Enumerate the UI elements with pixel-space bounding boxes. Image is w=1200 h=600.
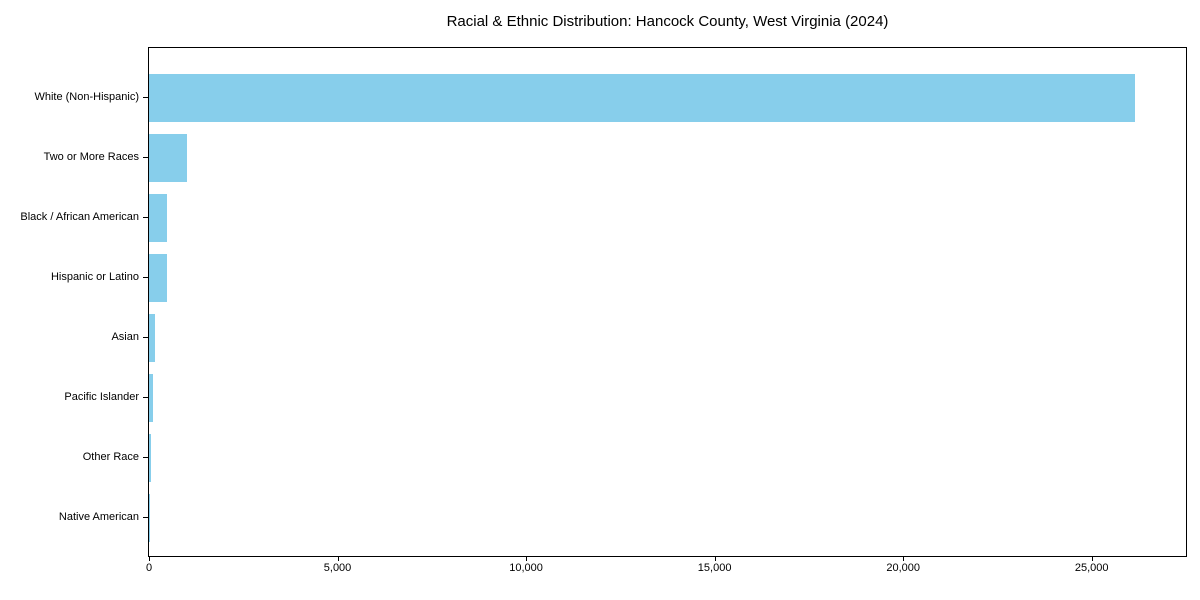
y-tick-mark — [143, 517, 148, 518]
x-tick-mark — [1091, 557, 1093, 561]
y-axis-label: Pacific Islander — [64, 391, 139, 403]
x-tick-mark — [149, 557, 150, 561]
bar — [149, 254, 168, 302]
x-tick-label: 5,000 — [323, 562, 352, 574]
plot-area — [148, 47, 1187, 557]
bar — [149, 314, 156, 362]
x-tick-label: 0 — [145, 562, 153, 574]
bar — [149, 74, 1136, 122]
y-axis-label: Black / African American — [20, 211, 139, 223]
y-tick-mark — [143, 277, 148, 278]
x-tick-label: 25,000 — [1074, 562, 1109, 574]
x-tick-mark — [714, 557, 716, 561]
y-tick-mark — [143, 217, 148, 218]
y-tick-mark — [143, 457, 148, 458]
x-tick-label: 10,000 — [509, 562, 543, 574]
bar — [149, 194, 168, 242]
y-tick-mark — [143, 337, 148, 338]
y-axis-label: Other Race — [82, 451, 139, 463]
x-tick-mark — [903, 557, 905, 561]
bar — [149, 134, 187, 182]
y-axis-label: Hispanic or Latino — [50, 271, 139, 283]
x-tick-mark — [337, 557, 339, 561]
chart-title: Racial & Ethnic Distribution: Hancock Co… — [446, 13, 889, 30]
bar — [149, 494, 150, 542]
x-tick-mark — [526, 557, 528, 561]
y-axis-label: Two or More Races — [43, 151, 139, 163]
y-tick-mark — [143, 397, 148, 398]
y-tick-mark — [143, 97, 148, 98]
y-axis-label: White (Non-Hispanic) — [34, 91, 139, 103]
x-tick-label: 20,000 — [886, 562, 920, 574]
bar — [149, 374, 154, 422]
bar — [149, 434, 151, 482]
y-tick-mark — [143, 157, 148, 158]
y-axis-label: Native American — [58, 511, 139, 523]
x-tick-label: 15,000 — [697, 562, 732, 574]
y-axis-label: Asian — [111, 331, 139, 343]
